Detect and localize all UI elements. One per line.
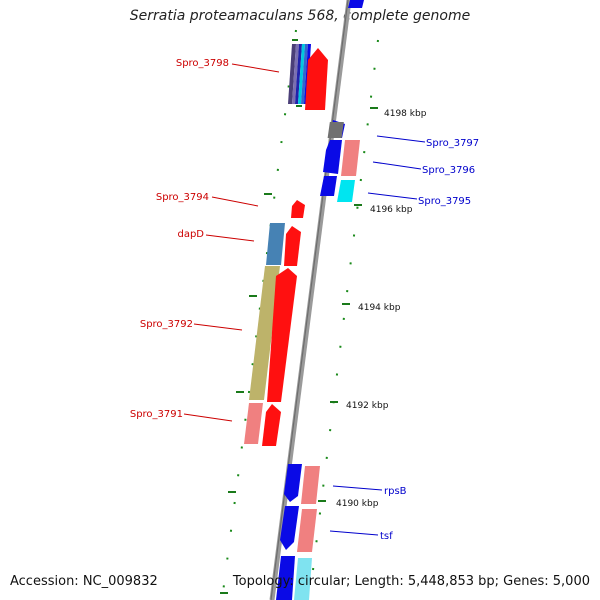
gene-spro3797-gray [327,122,344,138]
gene-spro3791-red [262,404,281,446]
gene-label-left[interactable]: dapD [177,229,204,240]
gene-dapD-red [284,226,301,266]
map-title: Serratia proteamaculans 568, complete ge… [129,8,471,24]
gene-rpsB-pink [301,466,320,504]
gene-spro3795-blue [320,176,337,196]
gene-label-left[interactable]: Spro_3798 [176,58,229,69]
gene-rpsB-blue [284,464,302,502]
gene-label-left[interactable]: Spro_3794 [156,192,209,203]
gene-spro3792-red [267,268,297,402]
gene-tsf-blue [280,506,299,550]
gene-spro3792-olive [249,266,280,400]
ruler-label: 4194 kbp [358,303,401,313]
gene-spro3791-pink [244,403,263,444]
gene-spro3796-pink [341,140,360,176]
genome-summary: Topology: circular; Length: 5,448,853 bp… [232,574,590,589]
gene-spro3794 [291,200,305,218]
gene-label-right[interactable]: Spro_3795 [418,196,471,207]
accession-text: Accession: NC_009832 [10,574,158,589]
gene-dapD-blue [266,223,285,265]
gene-spro3796-blue [323,140,342,174]
gene-top-partial [348,0,364,8]
genome-backbone [269,0,352,600]
ruler-label: 4196 kbp [370,205,413,215]
gene-label-left[interactable]: Spro_3792 [140,319,193,330]
gene-label-right[interactable]: tsf [380,531,393,542]
gene-bottom-blue [276,556,295,600]
gene-label-right[interactable]: Spro_3796 [422,165,475,176]
gene-spro3795-cyan [337,180,355,202]
gene-label-left[interactable]: Spro_3791 [130,409,183,420]
gene-bottom-cyan [294,558,312,600]
gene-spro3798 [305,48,328,110]
gene-label-right[interactable]: rpsB [384,486,407,497]
gene-tsf-pink [297,509,317,552]
ruler-label: 4198 kbp [384,109,427,119]
ruler-label: 4192 kbp [346,401,389,411]
gene-label-right[interactable]: Spro_3797 [426,138,479,149]
ruler-ticks [220,39,378,594]
ruler-label: 4190 kbp [336,499,379,509]
